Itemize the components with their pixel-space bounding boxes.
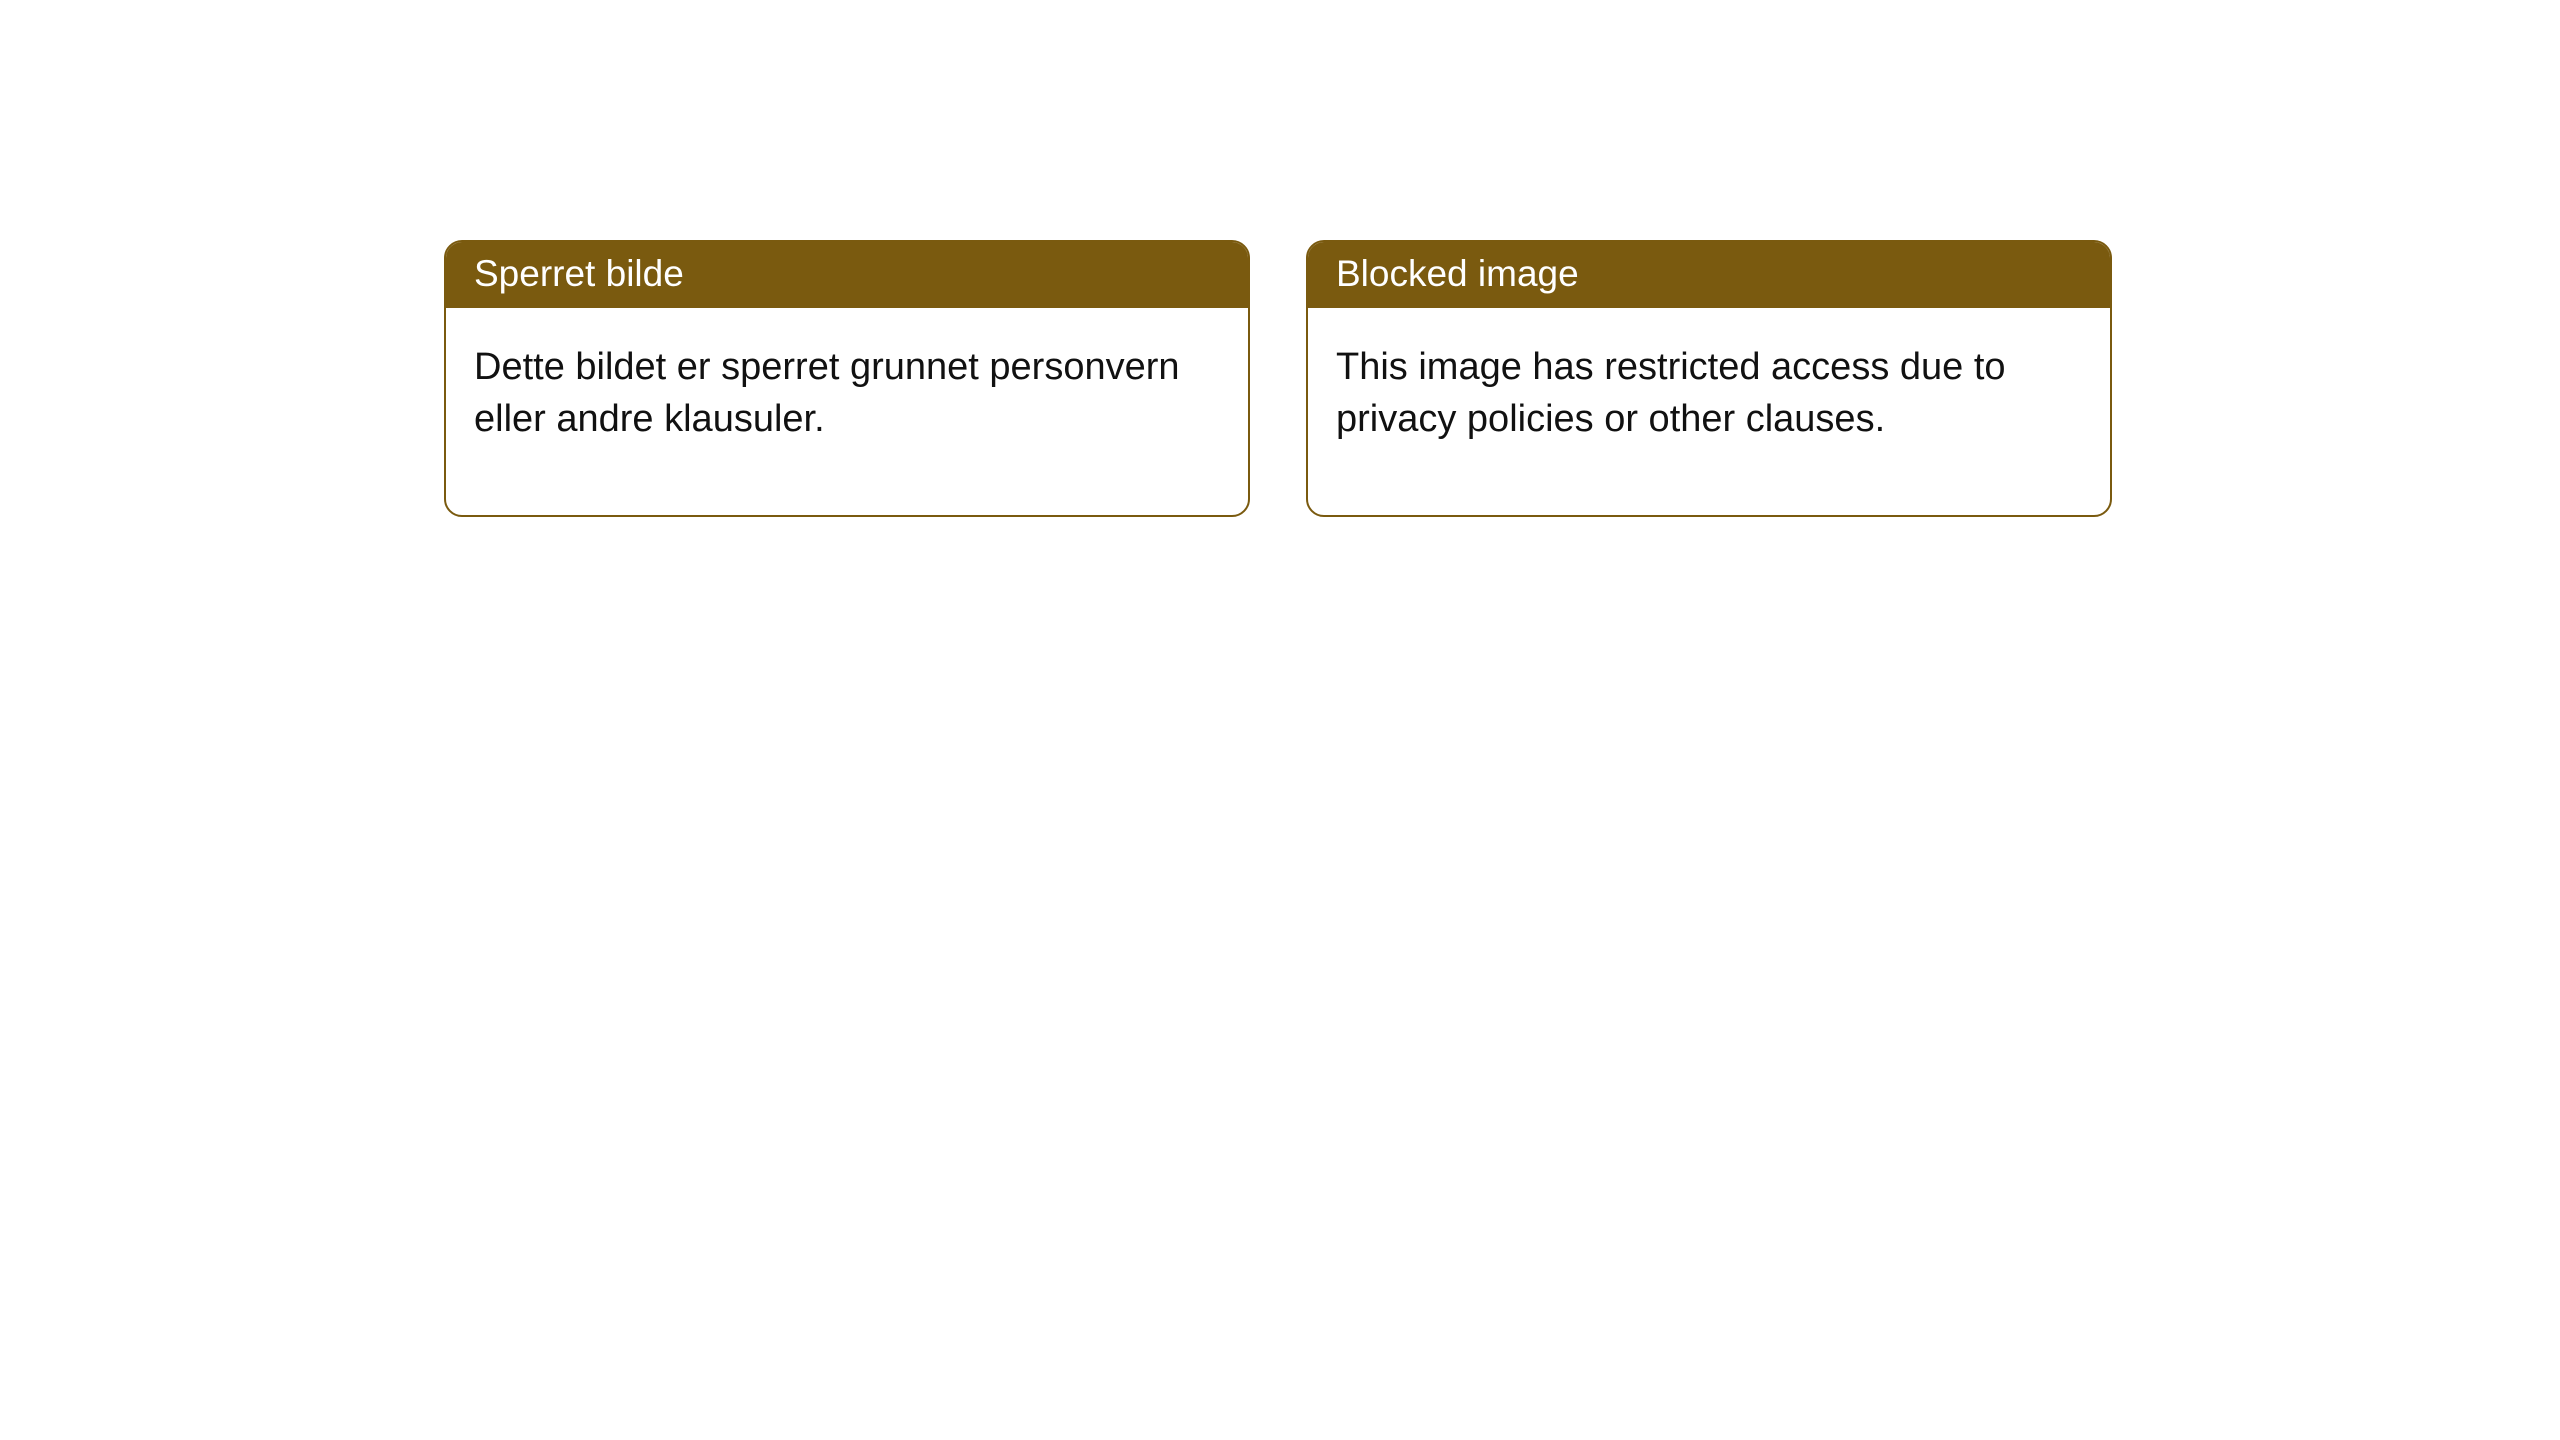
- notice-header-en: Blocked image: [1308, 242, 2110, 308]
- notice-card-no: Sperret bilde Dette bildet er sperret gr…: [444, 240, 1250, 517]
- notice-header-no: Sperret bilde: [446, 242, 1248, 308]
- notice-card-en: Blocked image This image has restricted …: [1306, 240, 2112, 517]
- notice-body-no: Dette bildet er sperret grunnet personve…: [446, 308, 1248, 515]
- notice-body-en: This image has restricted access due to …: [1308, 308, 2110, 515]
- notice-container: Sperret bilde Dette bildet er sperret gr…: [0, 0, 2560, 517]
